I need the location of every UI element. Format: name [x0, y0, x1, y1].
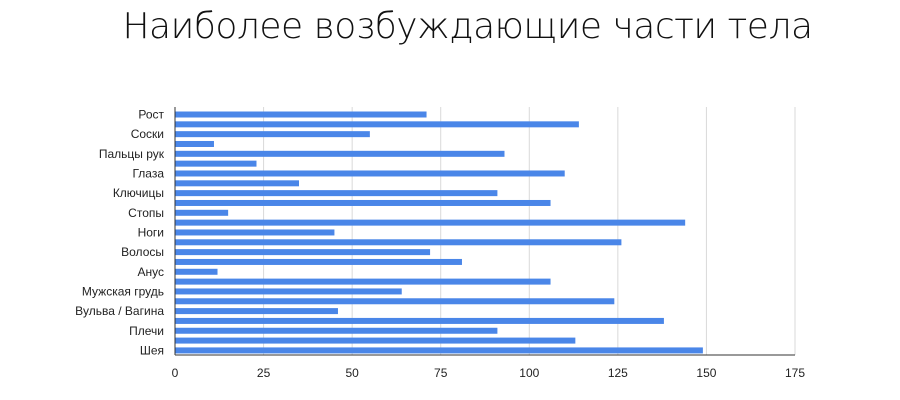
bar — [175, 170, 565, 177]
category-label: Ноги — [138, 225, 164, 239]
x-tick-label: 25 — [257, 366, 271, 380]
bar — [175, 219, 686, 226]
bar — [175, 249, 431, 256]
bar — [175, 268, 218, 275]
category-label: Плечи — [129, 324, 164, 338]
chart-title: Наиболее возбуждающие части тела — [122, 6, 813, 47]
bar — [175, 131, 370, 138]
category-label: Вульва / Вагина — [75, 304, 164, 318]
category-label: Пальцы рук — [99, 147, 165, 161]
bar — [175, 317, 664, 324]
category-labels: Рост Соски Пальцы рук Глаза Ключицы Стопы Ноги… — [75, 108, 165, 358]
bar — [175, 160, 257, 167]
bar — [175, 258, 462, 265]
category-label: Шея — [140, 343, 164, 357]
bar — [175, 209, 229, 216]
bar — [175, 239, 622, 246]
bar — [175, 229, 335, 236]
bars — [175, 111, 703, 354]
category-label: Рост — [138, 108, 164, 122]
x-tick-label: 150 — [696, 366, 716, 380]
category-label: Соски — [131, 127, 164, 141]
bar — [175, 298, 615, 305]
category-label: Мужская грудь — [82, 284, 164, 298]
bar — [175, 199, 551, 206]
category-label: Стопы — [128, 206, 164, 220]
axes — [174, 107, 795, 356]
x-tick-label: 0 — [172, 366, 179, 380]
category-label: Волосы — [121, 245, 164, 259]
x-tick-label: 50 — [345, 366, 359, 380]
category-label: Анус — [138, 265, 165, 279]
category-label: Ключицы — [113, 186, 164, 200]
bar — [175, 278, 551, 285]
bar — [175, 288, 402, 295]
bar — [175, 190, 498, 197]
bar — [175, 337, 576, 344]
x-tick-labels: 0 25 50 75 100 125 150 175 — [172, 366, 806, 380]
category-label: Глаза — [132, 166, 164, 180]
x-tick-label: 125 — [608, 366, 628, 380]
x-tick-label: 175 — [785, 366, 805, 380]
bar — [175, 327, 498, 334]
bar — [175, 347, 703, 354]
x-tick-label: 100 — [519, 366, 539, 380]
bar — [175, 140, 214, 147]
bar — [175, 180, 299, 187]
bar — [175, 121, 579, 128]
x-tick-label: 75 — [434, 366, 448, 380]
bar — [175, 111, 427, 118]
bar — [175, 308, 338, 315]
bar — [175, 150, 505, 157]
gridlines — [263, 107, 796, 355]
